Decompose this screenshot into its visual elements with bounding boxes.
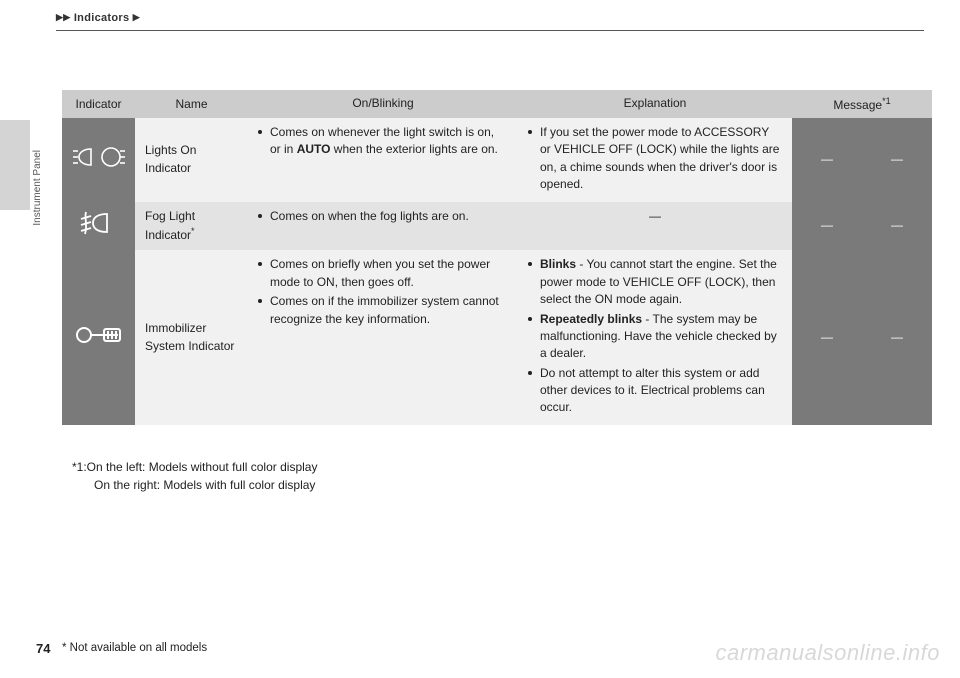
explanation-cell: Blinks - You cannot start the engine. Se… xyxy=(518,250,792,425)
lights-on-icon xyxy=(73,144,125,170)
message-left: — xyxy=(792,250,862,425)
th-on: On/Blinking xyxy=(248,90,518,118)
list-item: Comes on briefly when you set the power … xyxy=(258,256,508,291)
side-section-label: Instrument Panel xyxy=(32,150,43,226)
table-row: Immobilizer System Indicator Comes on br… xyxy=(62,250,932,425)
page-number: 74 xyxy=(36,641,50,656)
list-item: Comes on if the immobilizer system canno… xyxy=(258,293,508,328)
list-item: Do not attempt to alter this system or a… xyxy=(528,365,782,417)
indicator-icon-cell xyxy=(62,202,135,251)
breadcrumb-triangle-icon: ▶ xyxy=(63,12,70,23)
indicator-name: Fog Light Indicator* xyxy=(135,202,248,251)
list-item: Blinks - You cannot start the engine. Se… xyxy=(528,256,782,308)
th-indicator: Indicator xyxy=(62,90,135,118)
table-header-row: Indicator Name On/Blinking Explanation M… xyxy=(62,90,932,118)
list-item: Repeatedly blinks - The system may be ma… xyxy=(528,311,782,363)
table-row: Fog Light Indicator* Comes on when the f… xyxy=(62,202,932,251)
list-item: If you set the power mode to ACCESSORY o… xyxy=(528,124,782,194)
message-right: — xyxy=(862,118,932,202)
list-item: Comes on whenever the light switch is on… xyxy=(258,124,508,159)
breadcrumb-triangle-icon: ▶ xyxy=(133,12,140,23)
table-row: Lights On Indicator Comes on whenever th… xyxy=(62,118,932,202)
message-right: — xyxy=(862,250,932,425)
indicator-icon-cell xyxy=(62,250,135,425)
on-blinking-cell: Comes on briefly when you set the power … xyxy=(248,250,518,425)
breadcrumb-text: Indicators xyxy=(74,12,130,24)
explanation-cell: — xyxy=(518,202,792,251)
side-tab xyxy=(0,120,30,210)
on-blinking-cell: Comes on when the fog lights are on. xyxy=(248,202,518,251)
watermark: carmanualsonline.info xyxy=(715,640,940,666)
message-right: — xyxy=(862,202,932,251)
fog-light-icon xyxy=(79,210,119,236)
header-divider xyxy=(56,30,924,31)
footnote-1: *1:On the left: Models without full colo… xyxy=(72,458,317,494)
th-name: Name xyxy=(135,90,248,118)
th-message: Message*1 xyxy=(792,90,932,118)
indicator-name: Lights On Indicator xyxy=(135,118,248,202)
immobilizer-icon xyxy=(74,321,124,349)
indicator-name: Immobilizer System Indicator xyxy=(135,250,248,425)
footnote-2: * Not available on all models xyxy=(62,642,207,654)
list-item: Comes on when the fog lights are on. xyxy=(258,208,508,225)
indicators-table: Indicator Name On/Blinking Explanation M… xyxy=(62,90,932,425)
message-left: — xyxy=(792,202,862,251)
breadcrumb: ▶▶ Indicators ▶ xyxy=(56,12,140,24)
indicator-icon-cell xyxy=(62,118,135,202)
th-explanation: Explanation xyxy=(518,90,792,118)
explanation-cell: If you set the power mode to ACCESSORY o… xyxy=(518,118,792,202)
on-blinking-cell: Comes on whenever the light switch is on… xyxy=(248,118,518,202)
message-left: — xyxy=(792,118,862,202)
